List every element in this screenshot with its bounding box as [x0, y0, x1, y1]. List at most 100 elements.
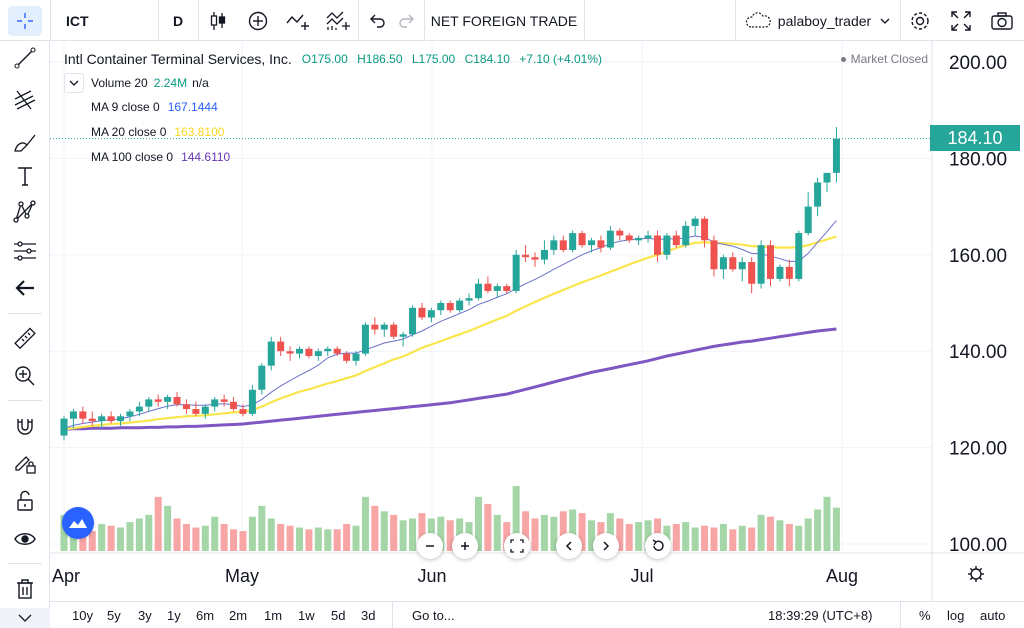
snapshot-button[interactable] [982, 0, 1022, 41]
candle-body [559, 240, 567, 250]
scroll-right-button[interactable] [593, 533, 619, 559]
low-value: L175.00 [411, 52, 456, 66]
range-label: 1y [167, 608, 181, 623]
candle-body [456, 300, 464, 311]
hide-drawings-tool[interactable] [0, 522, 50, 556]
volume-bar [145, 514, 153, 551]
volume-bar [484, 504, 492, 551]
chart-area[interactable]: 100.00 120.00 140.00 160.00 180.00 200.00 Apr M… [50, 41, 1024, 601]
volume-legend-label[interactable]: Volume 20 [91, 76, 148, 90]
zoom-out-button[interactable] [417, 533, 443, 559]
candle-body [701, 218, 709, 241]
range-button-2m[interactable]: 2m [229, 602, 247, 628]
zoom-tool[interactable] [0, 359, 50, 393]
candles-icon [210, 11, 226, 30]
trendline-tool[interactable] [0, 41, 50, 75]
range-button-6m[interactable]: 6m [196, 602, 214, 628]
range-button-3y[interactable]: 3y [138, 602, 152, 628]
percent-scale-button[interactable]: % [919, 602, 931, 628]
volume-legend-na: n/a [192, 76, 209, 90]
volume-bar [672, 523, 680, 551]
scroll-left-button[interactable] [556, 533, 582, 559]
range-button-5y[interactable]: 5y [107, 602, 121, 628]
symbol-search-button[interactable]: ICT [50, 0, 158, 41]
fib-tool[interactable] [0, 83, 50, 117]
back-arrow-tool[interactable] [0, 271, 50, 305]
indicator-template-button[interactable]: NET FOREIGN TRADE [424, 0, 584, 41]
timezone-button[interactable]: 18:39:29 (UTC+8) [768, 602, 872, 628]
volume-bar [248, 516, 256, 551]
range-button-5d[interactable]: 5d [331, 602, 345, 628]
ma9-legend-value: 167.1444 [167, 100, 218, 114]
candle-body [625, 235, 633, 241]
candle-body [409, 307, 417, 335]
range-button-1m[interactable]: 1m [264, 602, 282, 628]
range-button-1w[interactable]: 1w [298, 602, 315, 628]
magnet-tool[interactable] [0, 409, 50, 443]
forecast-tool[interactable] [0, 234, 50, 268]
toolbar-collapse-button[interactable] [0, 608, 50, 628]
candle-body [69, 411, 77, 419]
redo-button[interactable] [390, 0, 424, 41]
volume-bar [154, 496, 162, 551]
reset-chart-button[interactable] [645, 533, 671, 559]
measure-tool[interactable] [0, 322, 50, 356]
range-label: 3d [361, 608, 376, 623]
unlock-tool[interactable] [0, 484, 50, 518]
legend-collapse-button[interactable] [64, 73, 84, 93]
market-status: Market Closed [841, 52, 928, 66]
pattern-tool[interactable] [0, 195, 50, 229]
volume-legend-value: 2.24M [153, 76, 188, 90]
settings-button[interactable] [900, 0, 940, 41]
ma20-legend-label[interactable]: MA 20 close 0 [91, 125, 167, 139]
reset-scale-button[interactable] [504, 533, 530, 559]
indicators-button[interactable] [318, 0, 358, 41]
volume-bar [635, 522, 643, 551]
remove-drawings-tool[interactable] [0, 572, 50, 606]
zoom-in-button[interactable] [452, 533, 478, 559]
chevron-right-icon [603, 541, 610, 551]
fullscreen-button[interactable] [940, 0, 982, 41]
ma100-legend-label[interactable]: MA 100 close 0 [91, 150, 174, 164]
candle-body [653, 235, 661, 255]
candle-body [361, 324, 369, 354]
log-scale-button[interactable]: log [947, 602, 964, 628]
volume-bar [399, 520, 407, 551]
chart-type-button[interactable] [198, 0, 238, 41]
candle-body [578, 233, 586, 246]
time-tick-label: May [225, 566, 259, 586]
range-button-1y[interactable]: 1y [167, 602, 181, 628]
range-button-3d[interactable]: 3d [361, 602, 375, 628]
candle-body [729, 257, 737, 270]
add-symbol-button[interactable] [238, 0, 278, 41]
reset-icon [652, 539, 664, 551]
goto-date-button[interactable]: Go to... [412, 602, 455, 628]
volume-bar [286, 525, 294, 551]
volume-bar [531, 518, 539, 551]
candle-body [220, 399, 228, 402]
crosshair-icon [17, 12, 33, 29]
ma9-legend-label[interactable]: MA 9 close 0 [91, 100, 160, 114]
lock-drawings-tool[interactable] [0, 446, 50, 480]
brush-tool[interactable] [0, 125, 50, 159]
range-label: 10y [72, 608, 93, 623]
auto-scale-button[interactable]: auto [980, 602, 1005, 628]
tradingview-logo[interactable] [62, 507, 94, 539]
candle-body [616, 230, 624, 236]
candle-body [98, 416, 106, 422]
price-chart[interactable]: 100.00 120.00 140.00 160.00 180.00 200.00 Apr M… [50, 41, 1024, 601]
volume-bar [135, 518, 143, 551]
crosshair-cursor-button[interactable] [0, 0, 50, 41]
candle-body [399, 334, 407, 337]
axis-settings-icon[interactable] [968, 566, 984, 582]
range-button-10y[interactable]: 10y [72, 602, 93, 628]
volume-bar [729, 529, 737, 551]
undo-button[interactable] [358, 0, 396, 41]
candle-body [192, 409, 200, 414]
ohlc-values: O175.00 H186.50 L175.00 C184.10 +7.10 (+… [302, 52, 608, 66]
interval-button[interactable]: D [158, 0, 198, 41]
account-menu-button[interactable]: palaboy_trader [735, 0, 900, 41]
candle-body [569, 233, 577, 250]
text-tool[interactable] [0, 159, 50, 193]
compare-button[interactable] [278, 0, 318, 41]
